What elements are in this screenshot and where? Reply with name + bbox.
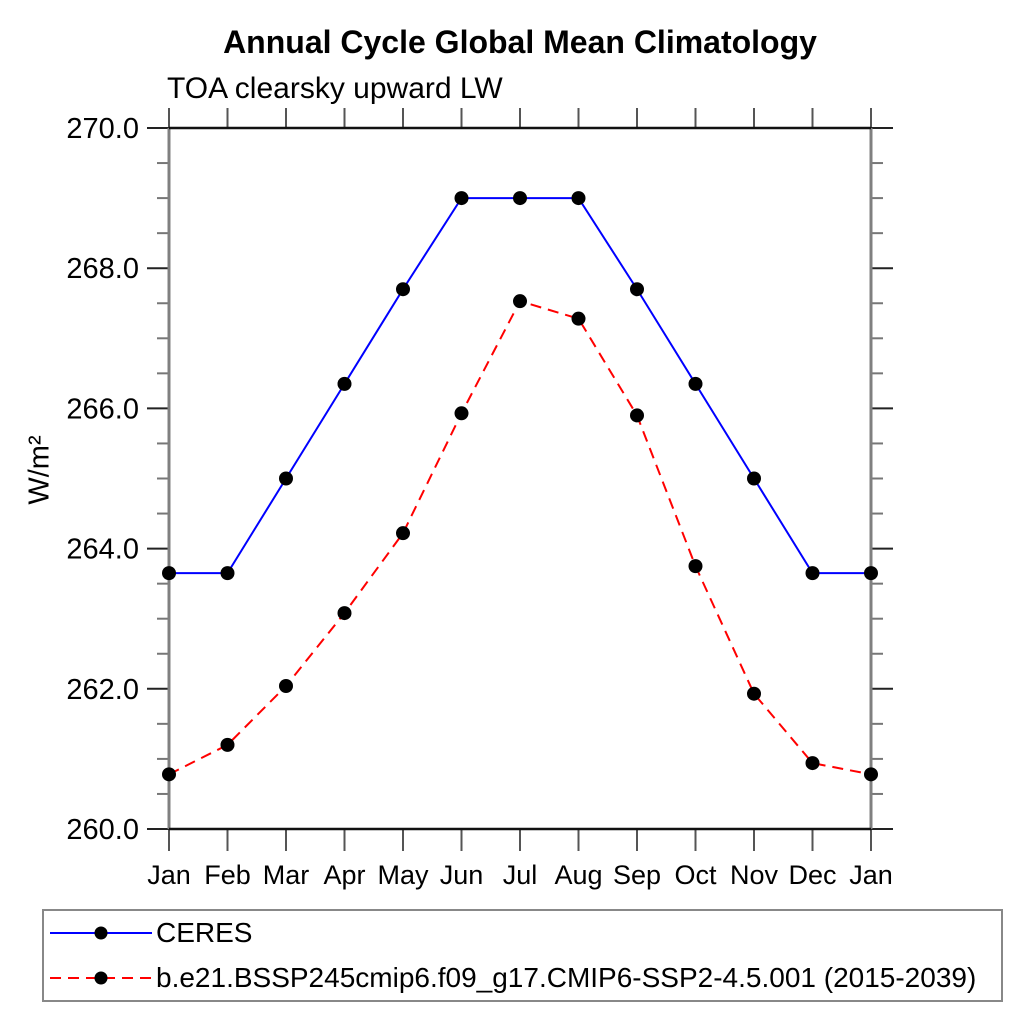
data-point-marker [220, 566, 235, 581]
data-point-marker [337, 376, 352, 391]
data-point-marker [162, 566, 176, 581]
legend-marker-dot-icon [94, 926, 108, 940]
data-point-marker [571, 311, 586, 326]
x-tick-label: Aug [554, 860, 602, 890]
data-point-marker [279, 471, 293, 486]
x-tick-label: Dec [788, 860, 836, 890]
y-tick-label: 266.0 [66, 393, 139, 425]
data-point-marker [805, 756, 820, 771]
data-point-marker [454, 191, 469, 206]
data-point-marker [396, 526, 410, 541]
data-point-marker [805, 566, 820, 581]
data-point-marker [747, 471, 761, 486]
data-point-marker [864, 767, 878, 782]
legend-item-model: b.e21.BSSP245cmip6.f09_g17.CMIP6-SSP2-4.… [49, 958, 1001, 998]
y-tick-label: 262.0 [66, 674, 139, 706]
y-tick-label: 264.0 [66, 534, 139, 566]
x-tick-label: Apr [323, 860, 365, 890]
data-point-marker [454, 406, 469, 421]
legend-dashed-line-icon [50, 971, 152, 985]
x-tick-label: Jan [849, 860, 893, 890]
data-point-marker [279, 678, 293, 693]
series-line-0 [169, 197, 871, 575]
legend-item-ceres: CERES [49, 913, 1001, 953]
data-point-marker [688, 559, 703, 574]
y-tick-label: 270.0 [66, 113, 139, 145]
x-tick-label: Sep [613, 860, 661, 890]
chart-subtitle: TOA clearsky upward LW [167, 72, 503, 105]
x-tick-label: Jun [440, 860, 484, 890]
x-tick-label: Feb [204, 860, 251, 890]
data-point-marker [630, 408, 644, 423]
x-tick-label: Mar [263, 860, 310, 890]
legend-solid-line-icon [50, 926, 152, 940]
x-tick-label: Oct [674, 860, 717, 890]
data-point-marker [162, 767, 176, 782]
data-point-marker [513, 191, 527, 206]
data-point-marker [220, 737, 235, 752]
data-point-marker [513, 294, 527, 309]
data-point-marker [396, 282, 410, 297]
x-tick-label: Jul [503, 860, 538, 890]
legend-label-ceres: CERES [156, 917, 253, 949]
data-point-marker [688, 376, 703, 391]
legend-marker-dot-icon [94, 971, 108, 985]
series-line-1 [168, 299, 872, 776]
x-tick-label: May [377, 860, 429, 890]
data-point-marker [864, 566, 878, 581]
data-point-marker [747, 686, 761, 701]
legend: CERES b.e21.BSSP245cmip6.f09_g17.CMIP6-S… [42, 909, 1003, 1002]
chart-title: Annual Cycle Global Mean Climatology [223, 24, 817, 60]
x-tick-label: Jan [147, 860, 191, 890]
y-tick-label: 260.0 [66, 814, 139, 846]
data-point-marker [571, 191, 586, 206]
data-point-marker [337, 606, 352, 621]
data-point-marker [630, 282, 644, 297]
x-tick-label: Nov [730, 860, 779, 890]
y-tick-label: 268.0 [66, 253, 139, 285]
legend-label-model: b.e21.BSSP245cmip6.f09_g17.CMIP6-SSP2-4.… [156, 961, 977, 993]
